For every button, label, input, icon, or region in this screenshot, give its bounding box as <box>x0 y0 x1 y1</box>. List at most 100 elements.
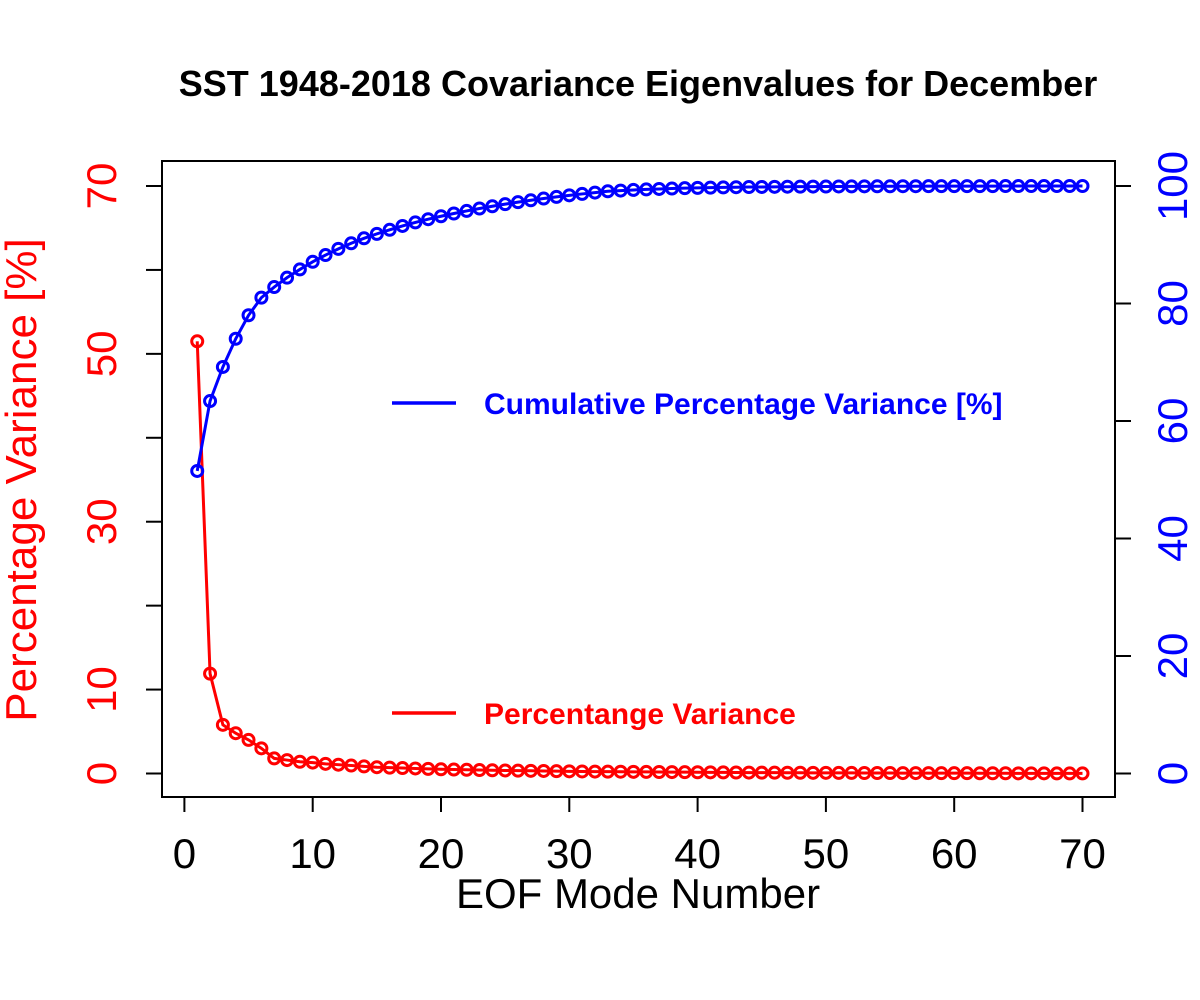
point-percentage-70 <box>1075 766 1090 781</box>
x-tick-label-0: 0 <box>173 830 196 877</box>
point-cumulative-12 <box>331 241 346 256</box>
point-percentage-50 <box>818 765 833 780</box>
point-cumulative-23 <box>472 201 487 216</box>
point-cumulative-39 <box>677 181 692 196</box>
y-left-tick-label-3: 50 <box>78 330 125 377</box>
y-axis-left: 0 10 30 50 70 <box>78 163 163 785</box>
point-cumulative-5 <box>241 308 256 323</box>
point-percentage-67 <box>1037 766 1052 781</box>
point-cumulative-32 <box>587 185 602 200</box>
point-cumulative-65 <box>1011 179 1026 194</box>
point-percentage-30 <box>562 764 577 779</box>
point-percentage-3 <box>215 717 230 732</box>
point-cumulative-70 <box>1075 179 1090 193</box>
point-percentage-18 <box>408 761 423 776</box>
point-percentage-26 <box>510 763 525 778</box>
legend-label-cumulative: Cumulative Percentage Variance [%] <box>484 388 1003 421</box>
y-right-tick-label-4: 80 <box>1149 280 1196 327</box>
point-cumulative-14 <box>357 231 372 246</box>
point-cumulative-4 <box>228 331 243 346</box>
point-percentage-57 <box>908 766 923 781</box>
point-cumulative-30 <box>562 188 577 203</box>
point-cumulative-2 <box>203 394 218 409</box>
point-cumulative-68 <box>1049 179 1064 193</box>
point-percentage-1 <box>190 334 205 349</box>
point-cumulative-36 <box>639 182 654 197</box>
point-percentage-68 <box>1049 766 1064 781</box>
point-cumulative-27 <box>523 193 538 208</box>
point-cumulative-22 <box>459 203 474 218</box>
point-cumulative-43 <box>729 180 744 195</box>
point-cumulative-41 <box>703 180 718 195</box>
point-percentage-65 <box>1011 766 1026 781</box>
y-left-tick-label-1: 10 <box>78 666 125 713</box>
point-percentage-22 <box>459 762 474 777</box>
point-percentage-34 <box>613 764 628 779</box>
point-cumulative-17 <box>395 218 410 233</box>
point-percentage-69 <box>1062 766 1077 781</box>
point-percentage-53 <box>857 765 872 780</box>
point-cumulative-18 <box>408 215 423 230</box>
point-percentage-36 <box>639 764 654 779</box>
point-percentage-54 <box>870 765 885 780</box>
point-cumulative-37 <box>652 181 667 196</box>
point-cumulative-11 <box>318 248 333 263</box>
point-percentage-42 <box>716 765 731 780</box>
point-cumulative-69 <box>1062 179 1077 193</box>
point-percentage-14 <box>357 759 372 774</box>
point-cumulative-24 <box>485 199 500 214</box>
point-cumulative-16 <box>382 222 397 237</box>
point-percentage-58 <box>921 766 936 781</box>
point-percentage-20 <box>434 762 448 777</box>
x-tick-label-3: 30 <box>546 830 593 877</box>
point-percentage-31 <box>575 764 590 779</box>
y-axis-right: 0 20 40 60 80 100 <box>1114 151 1196 785</box>
point-percentage-45 <box>754 765 769 780</box>
point-cumulative-29 <box>549 189 564 204</box>
x-tick-label-2: 20 <box>418 830 465 877</box>
x-axis: 0 10 20 30 40 50 60 70 <box>173 796 1106 877</box>
point-percentage-44 <box>741 765 756 780</box>
point-percentage-8 <box>280 753 295 768</box>
point-percentage-6 <box>254 741 269 756</box>
point-percentage-4 <box>228 726 243 741</box>
point-percentage-33 <box>600 764 615 779</box>
point-cumulative-60 <box>947 179 962 194</box>
point-percentage-52 <box>844 765 859 780</box>
point-percentage-51 <box>831 765 846 780</box>
point-cumulative-21 <box>446 206 461 221</box>
y-left-tick-label-4: 70 <box>78 163 125 210</box>
point-cumulative-25 <box>498 197 513 212</box>
point-cumulative-50 <box>818 179 833 194</box>
point-cumulative-47 <box>780 179 795 194</box>
point-percentage-48 <box>793 765 808 780</box>
point-percentage-17 <box>395 761 410 776</box>
point-percentage-63 <box>985 766 1000 781</box>
point-cumulative-46 <box>767 179 782 194</box>
point-cumulative-6 <box>254 290 269 305</box>
point-percentage-21 <box>446 762 461 777</box>
point-percentage-5 <box>241 732 256 747</box>
point-percentage-60 <box>947 766 962 781</box>
point-percentage-29 <box>549 764 564 779</box>
point-cumulative-54 <box>870 179 885 194</box>
point-percentage-40 <box>690 765 705 780</box>
point-cumulative-48 <box>793 179 808 194</box>
y-left-tick-label-2: 30 <box>78 498 125 545</box>
point-percentage-38 <box>664 765 679 780</box>
series-layer <box>190 179 1090 781</box>
point-cumulative-64 <box>998 179 1013 194</box>
point-cumulative-52 <box>844 179 859 194</box>
point-cumulative-67 <box>1037 179 1052 194</box>
point-cumulative-34 <box>613 183 628 198</box>
point-percentage-55 <box>883 765 898 780</box>
point-percentage-15 <box>369 760 384 775</box>
point-percentage-56 <box>895 766 910 781</box>
point-cumulative-66 <box>1024 179 1039 194</box>
point-percentage-47 <box>780 765 795 780</box>
point-percentage-66 <box>1024 766 1039 781</box>
x-tick-label-4: 40 <box>674 830 721 877</box>
point-cumulative-51 <box>831 179 846 194</box>
point-cumulative-31 <box>575 186 590 201</box>
